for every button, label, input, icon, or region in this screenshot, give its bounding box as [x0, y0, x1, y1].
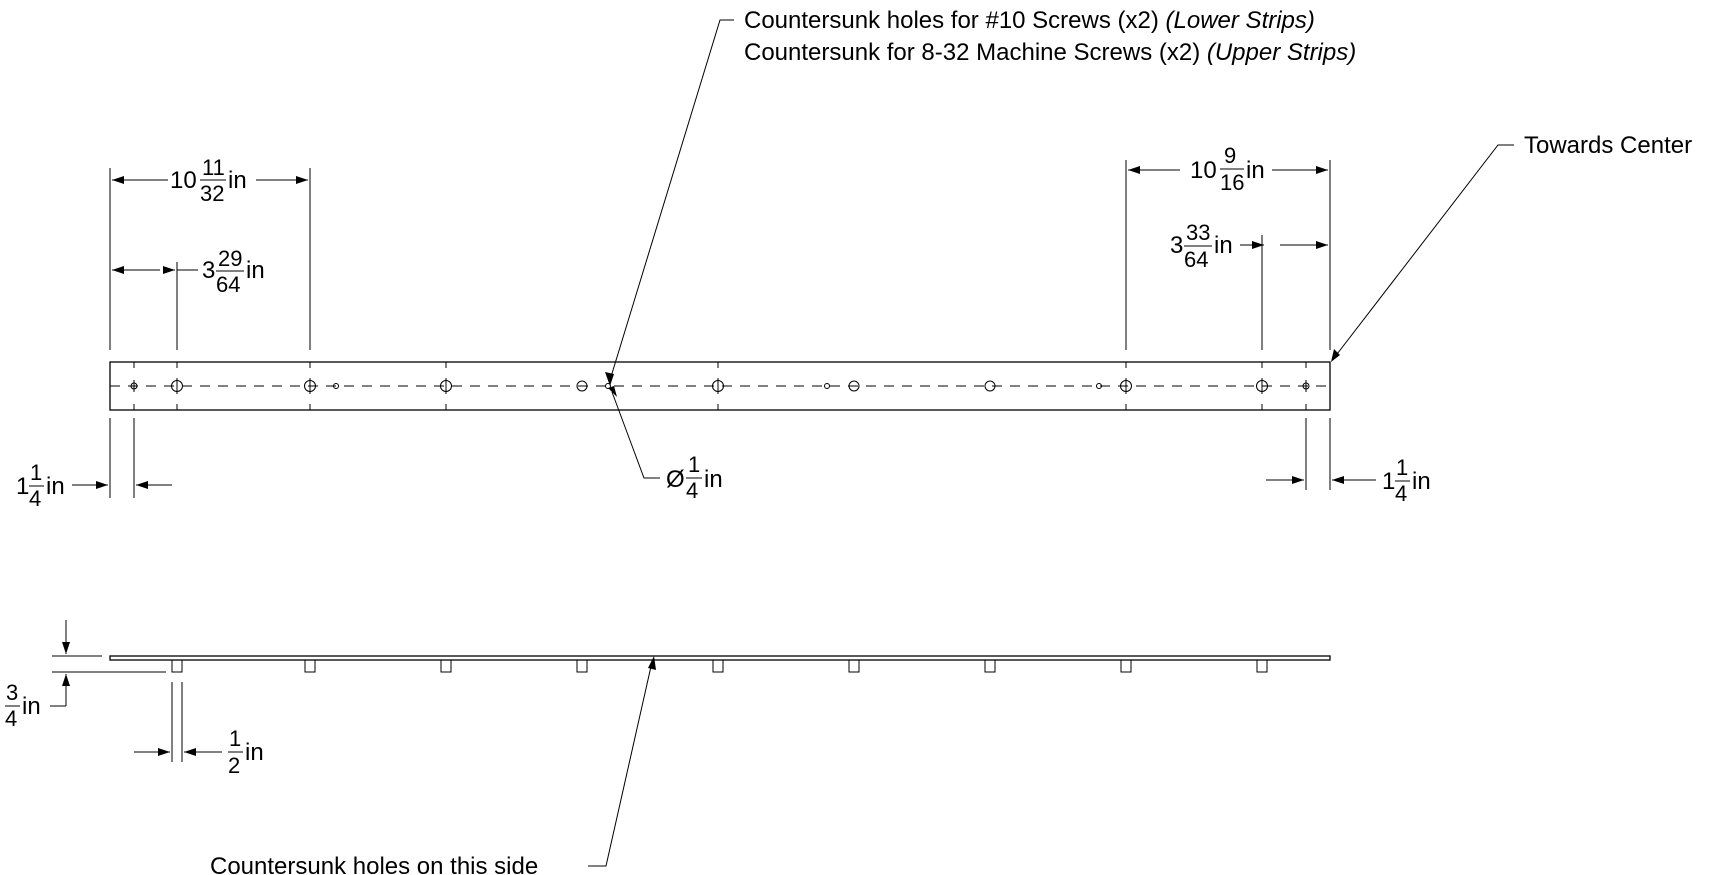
side-view	[109, 655, 1331, 673]
svg-text:Countersunk holes for #10 Scre: Countersunk holes for #10 Screws (x2) (L…	[744, 7, 1315, 34]
quarter-inch-hole	[576, 380, 588, 392]
dim-unit: in	[1214, 232, 1233, 259]
towards-center-label: Towards Center	[1524, 132, 1692, 159]
callout-towards-center: Towards Center	[1331, 132, 1692, 362]
dim-numerator: 3	[6, 680, 18, 705]
dim-unit: in	[245, 739, 264, 766]
callout-line1-italic: (Lower Strips)	[1166, 7, 1315, 34]
screw-tabs	[171, 659, 1268, 673]
pilot-hole	[1302, 380, 1310, 392]
screw-hole	[1120, 378, 1132, 394]
dim-denominator: 64	[1184, 247, 1208, 272]
dim-whole: 10	[1190, 157, 1217, 184]
callout-line2-italic: (Upper Strips)	[1207, 39, 1356, 66]
screw-hole	[712, 378, 724, 394]
top-view	[109, 361, 1331, 411]
dim-prefix: Ø	[666, 466, 685, 493]
dim-whole: 10	[170, 167, 197, 194]
quarter-inch-hole	[984, 380, 996, 392]
hole-center-ticks	[133, 362, 1307, 410]
dim-whole: 3	[1170, 232, 1183, 259]
dim-right-overall: 10 9 16 in	[1128, 143, 1328, 195]
dim-unit: in	[46, 473, 65, 500]
pilot-hole	[605, 383, 611, 389]
pilot-hole	[130, 380, 138, 392]
dim-left-edge: 1 1 4 in	[16, 460, 172, 511]
quarter-inch-hole	[848, 380, 860, 392]
dim-unit: in	[246, 257, 265, 284]
dim-numerator: 9	[1224, 143, 1236, 168]
callout-line2: Countersunk for 8-32 Machine Screws (x2)	[744, 39, 1200, 66]
screw-hole	[304, 378, 316, 394]
countersunk-side-label: Countersunk holes on this side	[210, 853, 538, 875]
dim-side-height: 3 4 in	[5, 620, 166, 731]
dim-whole: 1	[16, 473, 29, 500]
dim-left-first: 3 29 64 in	[112, 246, 265, 297]
svg-text:Countersunk for 8-32 Machine S: Countersunk for 8-32 Machine Screws (x2)…	[744, 39, 1356, 66]
dim-whole: 1	[1382, 468, 1395, 495]
dim-numerator: 33	[1186, 220, 1210, 245]
dim-unit: in	[22, 693, 41, 720]
dim-denominator: 32	[200, 181, 224, 206]
dim-numerator: 29	[218, 246, 242, 271]
screw-hole	[440, 378, 452, 394]
callout-countersunk-side: Countersunk holes on this side	[210, 656, 656, 875]
dim-denominator: 4	[5, 706, 17, 731]
dim-right-first: 3 33 64 in	[1170, 220, 1328, 272]
dim-denominator: 4	[1395, 481, 1407, 506]
dim-denominator: 4	[686, 478, 698, 503]
dim-whole: 3	[202, 257, 215, 284]
dim-numerator: 1	[1396, 455, 1408, 480]
dim-denominator: 2	[228, 753, 240, 778]
screw-hole	[171, 378, 183, 394]
pilot-hole	[824, 383, 830, 389]
dim-unit: in	[1246, 157, 1265, 184]
dim-denominator: 4	[29, 486, 41, 511]
dim-hole-diameter: Ø 1 4 in	[608, 386, 723, 503]
pilot-hole	[1096, 383, 1102, 389]
strip-side-outline	[109, 655, 1331, 661]
screw-hole	[1256, 378, 1268, 394]
dim-unit: in	[228, 167, 247, 194]
dim-numerator: 1	[30, 460, 42, 485]
dim-unit: in	[1412, 468, 1431, 495]
dim-left-overall: 10 11 32 in	[112, 155, 308, 206]
dim-numerator: 1	[688, 452, 700, 477]
extension-lines	[109, 160, 1331, 498]
dim-numerator: 1	[229, 726, 241, 751]
dim-denominator: 64	[216, 272, 240, 297]
dim-denominator: 16	[1220, 170, 1244, 195]
dim-numerator: 11	[202, 155, 225, 180]
pilot-hole	[333, 383, 339, 389]
dim-unit: in	[704, 466, 723, 493]
callout-countersunk: Countersunk holes for #10 Screws (x2) (L…	[605, 7, 1356, 386]
dim-right-edge: 1 1 4 in	[1266, 455, 1431, 506]
callout-line1: Countersunk holes for #10 Screws (x2)	[744, 7, 1159, 34]
dim-side-tab: 1 2 in	[134, 682, 264, 778]
